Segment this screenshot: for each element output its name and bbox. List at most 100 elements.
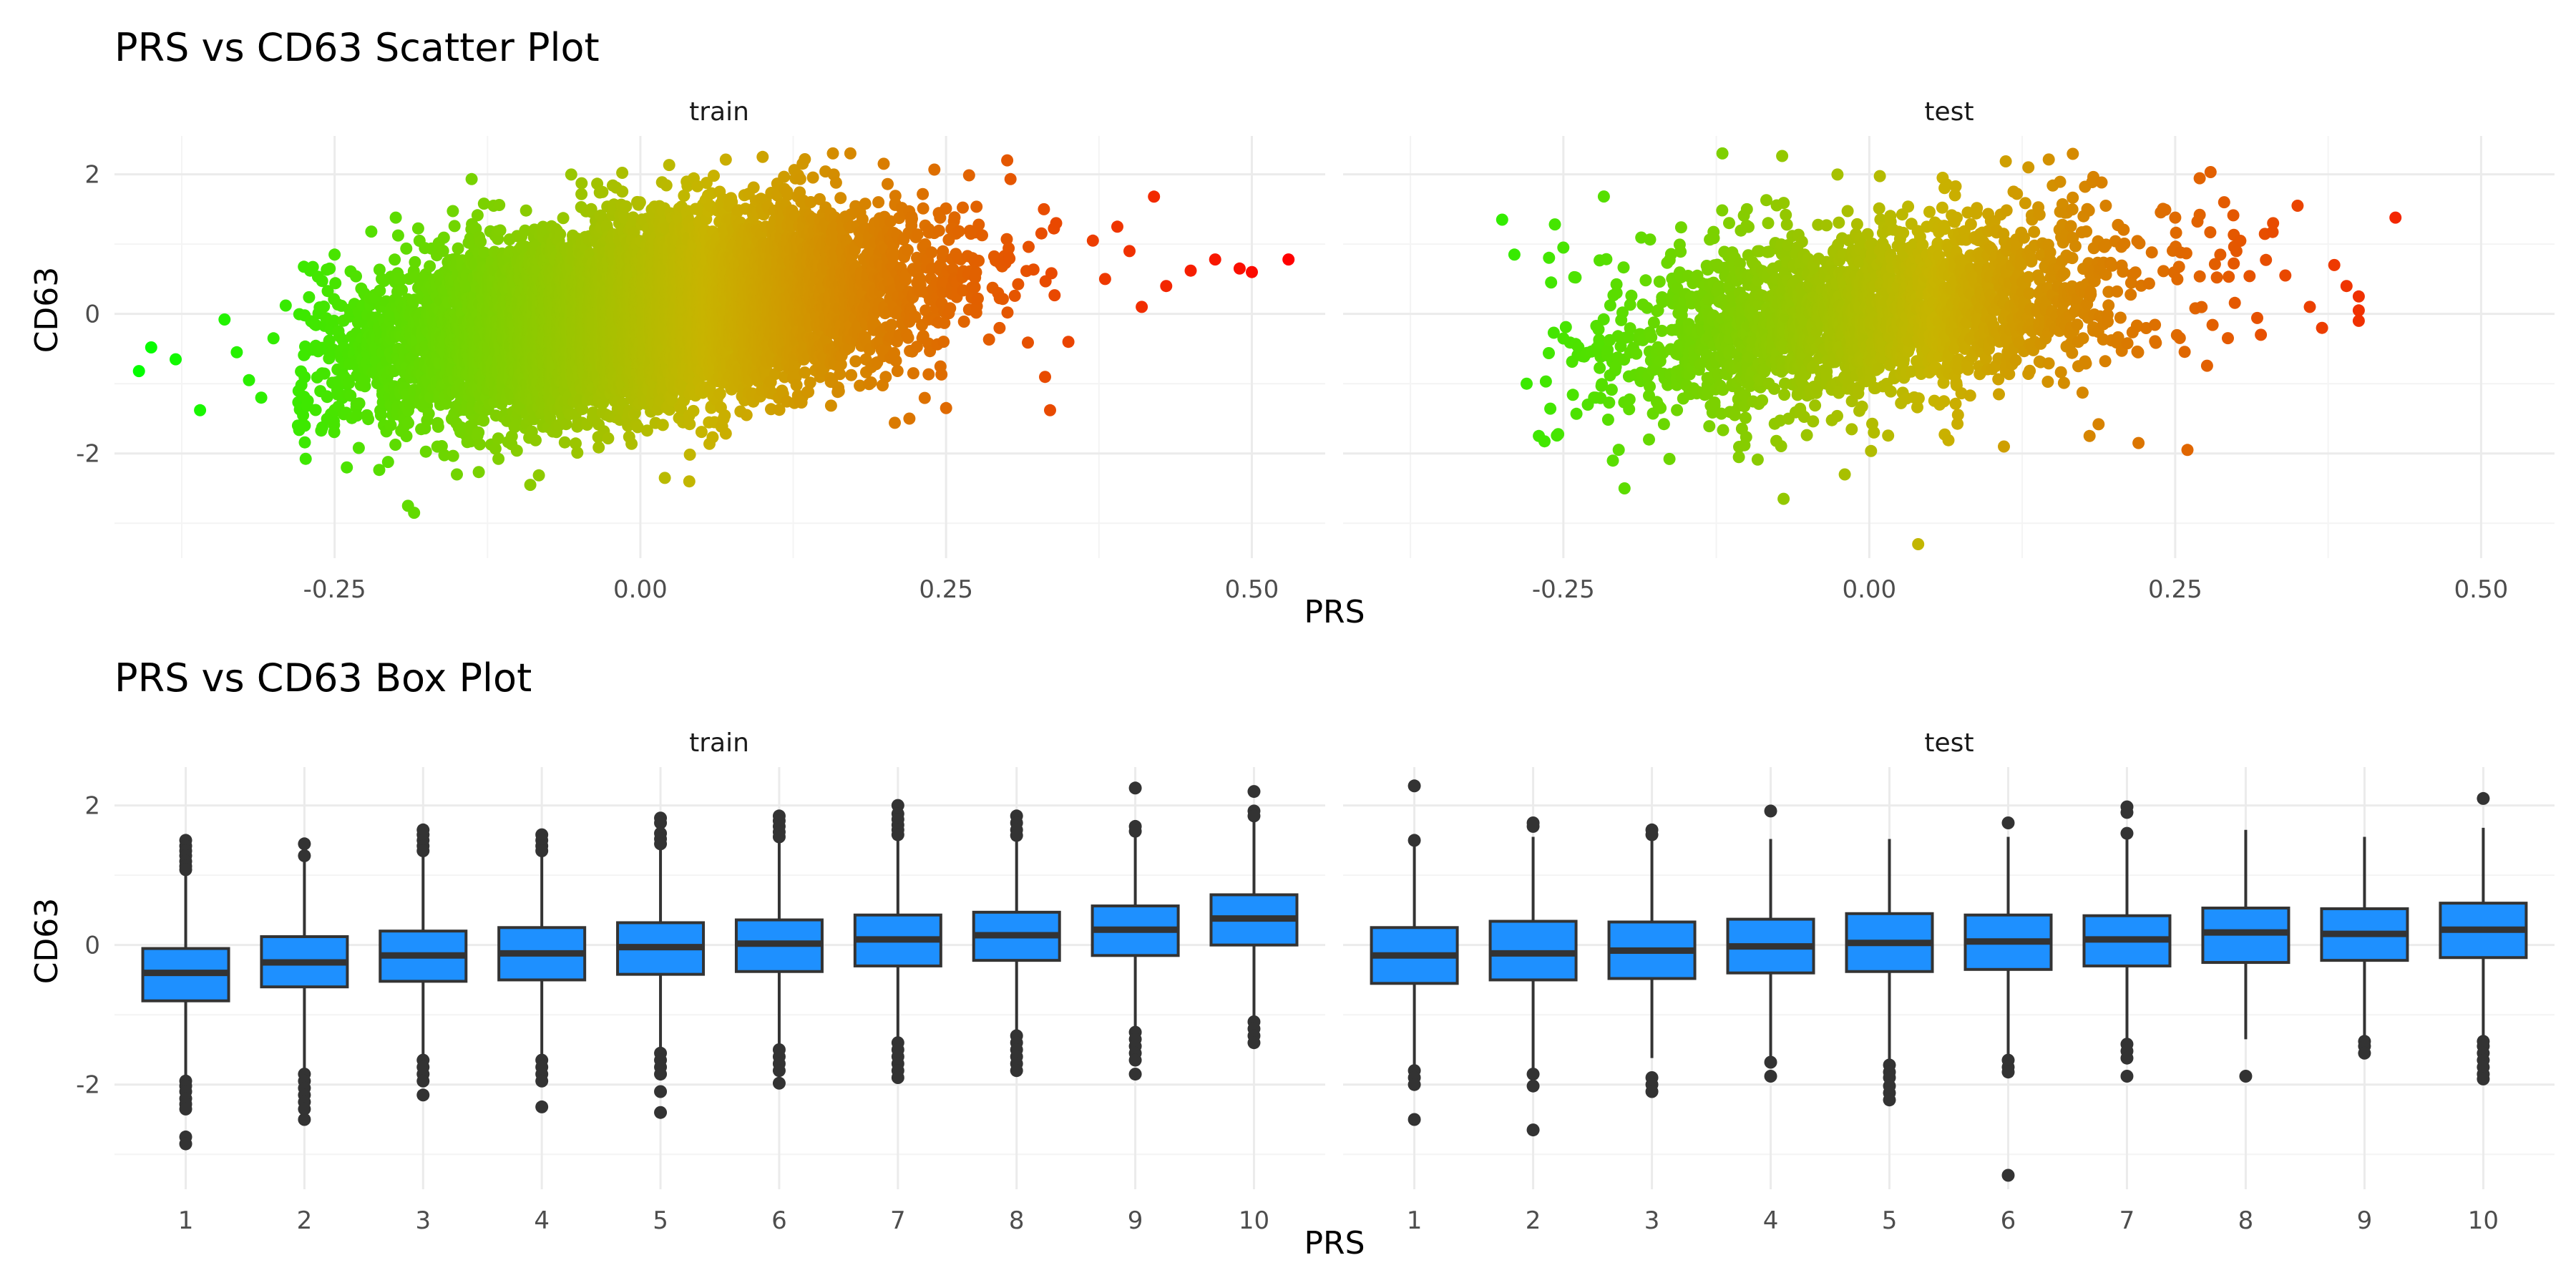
data-point (230, 346, 243, 358)
data-point (472, 466, 485, 479)
data-point (592, 441, 605, 454)
data-point (620, 200, 633, 213)
data-point (374, 409, 387, 421)
data-point (557, 212, 570, 225)
data-point (474, 438, 486, 451)
data-point (351, 409, 364, 422)
data-point (494, 224, 507, 237)
data-point (409, 255, 421, 268)
data-point (301, 394, 314, 407)
data-point (194, 404, 207, 416)
data-point (389, 253, 401, 266)
data-point (321, 391, 333, 404)
data-point (297, 409, 310, 421)
data-point (389, 439, 402, 451)
data-point (452, 242, 464, 255)
data-point (373, 263, 386, 276)
data-point (633, 196, 646, 209)
data-point (451, 468, 463, 481)
data-point (554, 228, 567, 240)
data-point (448, 220, 461, 233)
data-point (341, 461, 353, 474)
data-point (625, 437, 638, 450)
data-point (328, 426, 341, 439)
data-point (145, 341, 157, 353)
data-point (391, 229, 404, 242)
data-point (298, 419, 311, 432)
data-point (299, 452, 312, 465)
data-point (400, 242, 413, 255)
data-point (318, 301, 331, 313)
data-point (358, 380, 371, 393)
data-point (373, 464, 386, 477)
data-point (267, 332, 280, 345)
data-point (243, 374, 255, 386)
scatter-plot-title: PRS vs CD63 Scatter Plot (114, 25, 600, 70)
data-point (419, 445, 432, 458)
data-point (279, 299, 292, 312)
data-point (306, 260, 319, 273)
data-point (353, 397, 366, 410)
data-point (472, 426, 485, 439)
data-point (132, 365, 145, 378)
data-point (411, 222, 424, 235)
data-point (329, 277, 342, 290)
data-point (344, 389, 357, 402)
data-point (510, 444, 523, 457)
data-point (575, 187, 588, 200)
data-point (350, 270, 362, 283)
data-point (465, 172, 478, 185)
data-point (571, 447, 584, 459)
data-point (447, 205, 459, 218)
data-point (616, 167, 629, 179)
data-point (362, 413, 375, 426)
data-point (474, 235, 487, 248)
scatter-train-strip-label: train (689, 97, 749, 127)
scatter-test-strip-label: test (1924, 97, 1974, 127)
data-point (343, 377, 356, 389)
data-point (422, 407, 435, 420)
data-point (170, 353, 182, 366)
data-point (493, 199, 506, 211)
data-point (602, 432, 615, 445)
data-point (431, 420, 444, 433)
data-point (328, 248, 341, 261)
data-point (437, 231, 450, 244)
data-point (616, 185, 629, 198)
data-point (492, 452, 505, 465)
data-point (565, 168, 577, 181)
data-point (218, 313, 231, 326)
data-point (316, 275, 328, 288)
data-point (298, 436, 311, 449)
data-point (318, 367, 331, 380)
data-point (381, 456, 394, 469)
data-point (328, 314, 341, 327)
data-point (396, 283, 409, 296)
data-point (530, 434, 542, 447)
data-point (558, 436, 571, 449)
data-point (298, 371, 311, 384)
data-point (309, 404, 322, 416)
data-point (575, 177, 588, 190)
data-point (436, 245, 449, 258)
data-point (489, 442, 502, 455)
data-point (471, 209, 484, 222)
data-point (402, 416, 414, 429)
data-point (400, 430, 413, 442)
data-point (408, 507, 421, 519)
data-point (323, 262, 336, 275)
data-point (532, 469, 545, 482)
data-point (255, 391, 268, 404)
data-point (384, 419, 397, 431)
data-point (596, 185, 609, 198)
data-point (303, 291, 316, 303)
data-point (352, 441, 365, 454)
data-point (374, 284, 386, 297)
data-point (438, 449, 451, 462)
data-point (389, 211, 402, 224)
data-point (424, 260, 436, 273)
data-point (519, 204, 532, 217)
data-point (524, 479, 537, 492)
